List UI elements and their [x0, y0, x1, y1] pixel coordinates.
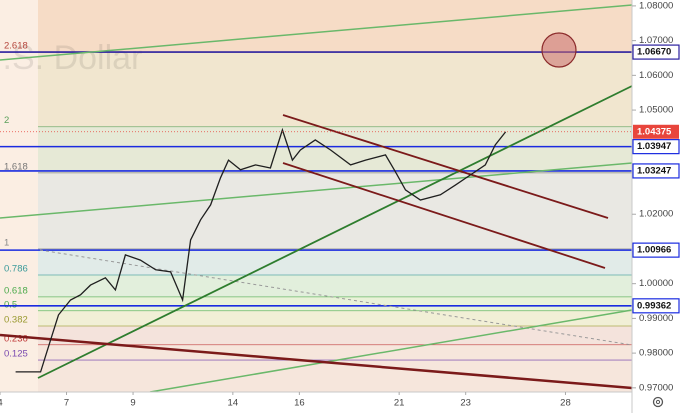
x-tick-label: 23: [460, 398, 471, 409]
time-axis: [0, 392, 632, 413]
level-label: 0.99362: [637, 300, 671, 311]
fib-label: 0.236: [4, 333, 28, 344]
level-label: 1.06670: [637, 47, 671, 58]
price-tag-label: 1.04375: [637, 126, 672, 137]
dashed-trendline: [39, 249, 633, 346]
y-tick-label: 0.99000: [639, 313, 673, 324]
fib-band: [38, 360, 632, 392]
fib-label: 1: [4, 237, 9, 248]
target-circle: [541, 32, 577, 68]
fib-band: [38, 172, 632, 249]
y-tick-label: 1.08000: [639, 0, 673, 11]
fib-label: 1.618: [4, 161, 28, 172]
x-tick-label: 9: [130, 398, 135, 409]
y-tick-label: 1.06000: [639, 70, 673, 81]
x-tick-label: 21: [394, 398, 405, 409]
fib-label: 2.618: [4, 41, 28, 52]
fib-band: [38, 344, 632, 361]
fib-band: [38, 274, 632, 297]
trendline: [0, 4, 633, 61]
trendline: [37, 85, 633, 379]
series: [0, 127, 632, 373]
level-tag: [632, 242, 680, 258]
y-tick-label: 1.02000: [639, 209, 673, 220]
trendlines: [0, 4, 633, 393]
level-label: 1.03947: [637, 141, 671, 152]
level-tag: [632, 139, 680, 155]
x-tick-label: 4: [0, 398, 3, 409]
y-tick-label: 1.07000: [639, 35, 673, 46]
level-tag: [632, 163, 680, 179]
x-tick-label: 7: [64, 398, 69, 409]
settings-icon[interactable]: [652, 396, 664, 408]
fib-band: [38, 52, 632, 127]
fib-band: [38, 248, 632, 275]
level-label: 1.00966: [637, 245, 671, 256]
channel-line: [282, 114, 609, 219]
y-tick-label: 0.98000: [639, 348, 673, 359]
fib-band: [38, 126, 632, 173]
fib-band: [38, 310, 632, 327]
x-tick-label: 28: [560, 398, 571, 409]
x-tick-label: 14: [228, 398, 239, 409]
fib-label: 0.382: [4, 315, 28, 326]
x-tick-label: 16: [294, 398, 305, 409]
fib-band: [38, 296, 632, 311]
fib-band: [38, 0, 632, 53]
level-label: 1.03247: [637, 165, 671, 176]
price-axis: [632, 0, 680, 413]
y-tick-label: 1.00000: [639, 278, 673, 289]
price-line: [15, 127, 507, 373]
fib-label: 0.618: [4, 285, 28, 296]
fib-label: 0.5: [4, 299, 17, 310]
trendline: [149, 309, 633, 393]
y-tick-label: 0.97000: [639, 382, 673, 393]
level-tag: [632, 44, 680, 60]
trendline: [0, 162, 633, 219]
fib-label: 0.125: [4, 349, 28, 360]
fib-label: 0.786: [4, 264, 28, 275]
level-tag: [632, 298, 680, 314]
channel-line: [282, 162, 606, 269]
trendline: [0, 333, 633, 390]
fib-band: [38, 326, 632, 345]
fib-label: 2: [4, 115, 9, 126]
price-tag: [633, 124, 679, 139]
y-tick-label: 1.05000: [639, 105, 673, 116]
